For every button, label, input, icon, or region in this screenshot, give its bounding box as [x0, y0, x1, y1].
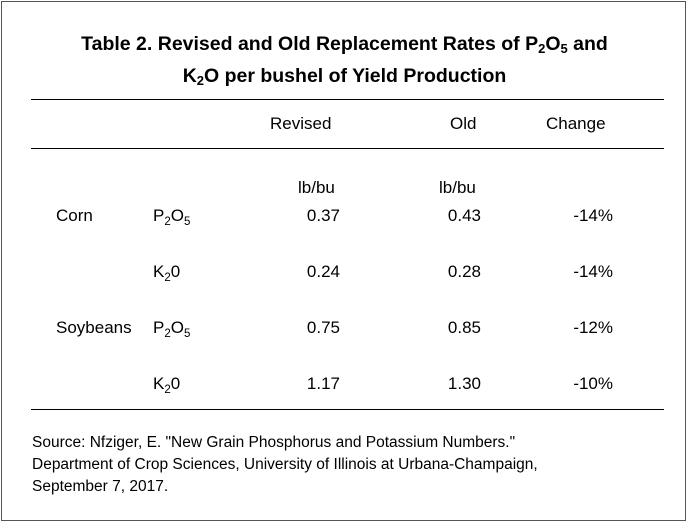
- nutrient-label: P2O5: [153, 318, 191, 340]
- source-line-3: September 7, 2017.: [32, 478, 169, 495]
- change-value: -12%: [573, 318, 613, 337]
- revised-value: 0.37: [306, 206, 340, 225]
- old-value: 0.43: [447, 206, 481, 225]
- crop-label: Soybeans: [56, 318, 132, 337]
- source-note: Source: Nfziger, E. "New Grain Phosphoru…: [32, 432, 672, 498]
- old-value: 0.28: [447, 262, 481, 281]
- table-bottom-rule: [31, 409, 664, 410]
- header-top-rule: [31, 99, 664, 100]
- revised-value: 1.17: [306, 374, 340, 393]
- revised-value: 0.75: [306, 318, 340, 337]
- nutrient-label: K20: [153, 262, 181, 284]
- change-value: -14%: [573, 262, 613, 281]
- nutrient-label: P2O5: [153, 206, 191, 228]
- header-revised: Revised: [270, 114, 332, 133]
- unit-revised: lb/bu: [298, 178, 335, 197]
- table-title-line-1: Table 2. Revised and Old Replacement Rat…: [81, 33, 608, 56]
- change-value: -14%: [573, 206, 613, 225]
- old-value: 0.85: [447, 318, 481, 337]
- crop-label: Corn: [56, 206, 93, 225]
- change-value: -10%: [573, 374, 613, 393]
- header-change: Change: [546, 114, 606, 133]
- unit-old: lb/bu: [439, 178, 476, 197]
- table-title-line-2: K2O per bushel of Yield Production: [182, 65, 507, 88]
- source-line-2: Department of Crop Sciences, University …: [32, 456, 538, 473]
- old-value: 1.30: [447, 374, 481, 393]
- revised-value: 0.24: [306, 262, 340, 281]
- source-line-1: Source: Nfziger, E. "New Grain Phosphoru…: [32, 434, 516, 451]
- header-old: Old: [450, 114, 477, 133]
- header-bottom-rule: [31, 148, 664, 149]
- nutrient-label: K20: [153, 374, 181, 396]
